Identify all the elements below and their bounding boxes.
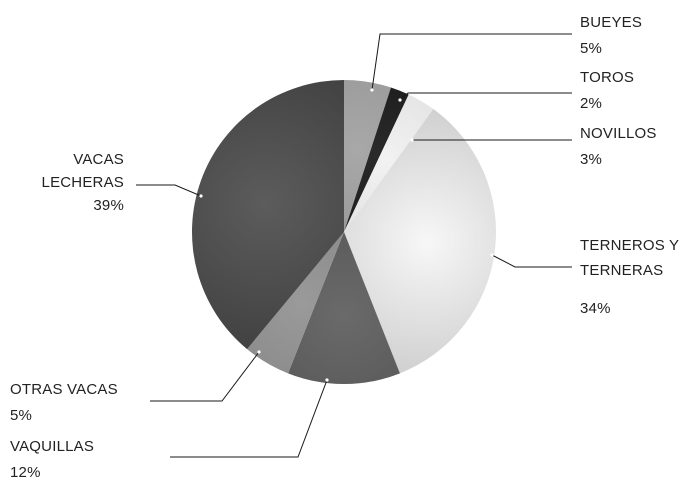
pie-slice-6 bbox=[247, 232, 344, 374]
leader-lines bbox=[136, 33, 572, 458]
slice-label-7-line-1: VACAS bbox=[73, 151, 124, 168]
pie-slice-7 bbox=[191, 80, 344, 350]
slice-label-3-line-1: NOVILLOS bbox=[580, 125, 657, 142]
slice-label-6-line-1: OTRAS VACAS bbox=[10, 381, 118, 398]
slice-label-7-line-2: LECHERAS bbox=[42, 174, 124, 191]
leader-dot-5 bbox=[325, 378, 329, 382]
slice-label-4-line-1: TERNEROS Y bbox=[580, 237, 679, 254]
pie-slice-2 bbox=[344, 87, 409, 232]
slice-value-7: 39% bbox=[93, 197, 124, 214]
slice-value-6: 5% bbox=[10, 407, 32, 424]
leader-dot-3 bbox=[410, 138, 414, 142]
slice-label-2-line-1: TOROS bbox=[580, 69, 634, 86]
slice-value-4: 34% bbox=[580, 300, 611, 317]
pie-slice-3 bbox=[344, 94, 434, 233]
slice-label-1-line-1: BUEYES bbox=[580, 14, 642, 31]
leader-line-6 bbox=[150, 351, 260, 402]
leader-line-4 bbox=[491, 254, 572, 268]
slice-value-3: 3% bbox=[580, 151, 602, 168]
pie-slices bbox=[191, 80, 497, 384]
leader-dot-1 bbox=[370, 88, 374, 92]
leader-dot-2 bbox=[398, 98, 402, 102]
leader-dot-4 bbox=[490, 253, 494, 257]
slice-labels: BUEYES 5% TOROS 2% NOVILLOS 3% TERNEROS Y TERNE… bbox=[10, 14, 679, 481]
pie-slice-1 bbox=[344, 80, 391, 232]
pie-slice-5 bbox=[288, 232, 400, 384]
leader-dot-6 bbox=[257, 350, 261, 354]
slice-value-5: 12% bbox=[10, 464, 41, 481]
slice-value-2: 2% bbox=[580, 95, 602, 112]
leader-line-7 bbox=[136, 184, 202, 197]
slice-label-5-line-1: VAQUILLAS bbox=[10, 438, 94, 455]
pie-slice-4 bbox=[344, 109, 497, 374]
leader-dot-7 bbox=[199, 194, 203, 198]
leader-line-1 bbox=[371, 33, 572, 91]
slice-label-4-line-2: TERNERAS bbox=[580, 262, 663, 279]
leader-line-5 bbox=[170, 379, 328, 458]
leader-line-2 bbox=[399, 92, 572, 101]
slice-value-1: 5% bbox=[580, 40, 602, 57]
